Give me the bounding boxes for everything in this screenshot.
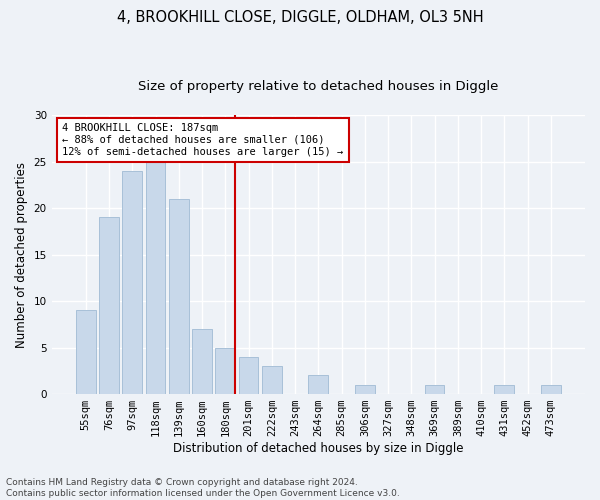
Text: 4, BROOKHILL CLOSE, DIGGLE, OLDHAM, OL3 5NH: 4, BROOKHILL CLOSE, DIGGLE, OLDHAM, OL3 … bbox=[116, 10, 484, 25]
Bar bbox=[425, 385, 445, 394]
Bar bbox=[262, 366, 282, 394]
Bar bbox=[355, 385, 375, 394]
Bar bbox=[99, 218, 119, 394]
X-axis label: Distribution of detached houses by size in Diggle: Distribution of detached houses by size … bbox=[173, 442, 464, 455]
Bar bbox=[239, 357, 259, 394]
Bar bbox=[308, 376, 328, 394]
Bar bbox=[76, 310, 95, 394]
Bar bbox=[215, 348, 235, 394]
Text: Contains HM Land Registry data © Crown copyright and database right 2024.
Contai: Contains HM Land Registry data © Crown c… bbox=[6, 478, 400, 498]
Bar bbox=[192, 329, 212, 394]
Bar bbox=[541, 385, 561, 394]
Bar bbox=[122, 171, 142, 394]
Bar bbox=[169, 198, 188, 394]
Y-axis label: Number of detached properties: Number of detached properties bbox=[15, 162, 28, 348]
Bar bbox=[494, 385, 514, 394]
Text: 4 BROOKHILL CLOSE: 187sqm
← 88% of detached houses are smaller (106)
12% of semi: 4 BROOKHILL CLOSE: 187sqm ← 88% of detac… bbox=[62, 124, 344, 156]
Bar bbox=[146, 162, 166, 394]
Title: Size of property relative to detached houses in Diggle: Size of property relative to detached ho… bbox=[138, 80, 499, 93]
